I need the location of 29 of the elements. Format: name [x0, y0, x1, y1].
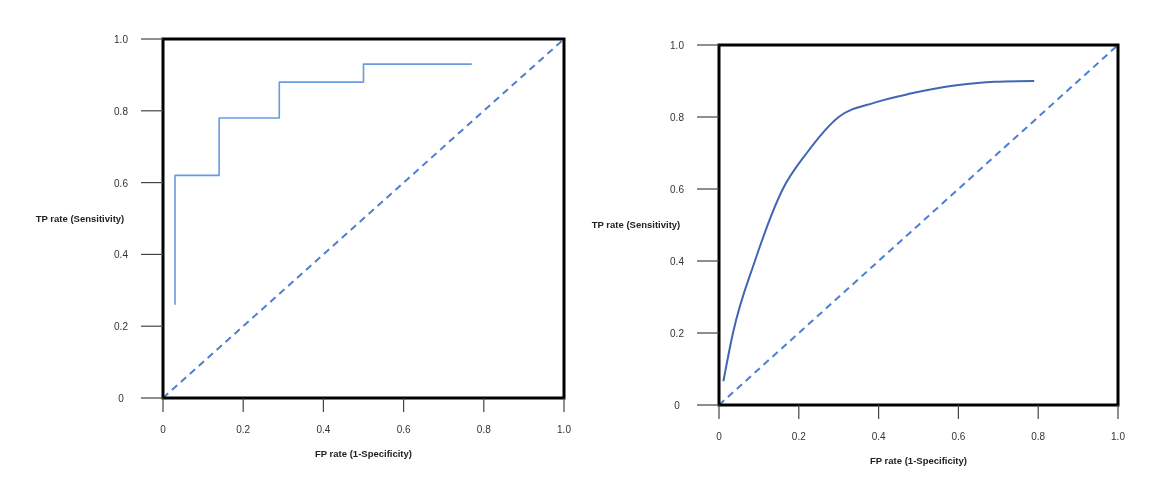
x-tick-label: 0.2: [236, 424, 251, 435]
x-tick-label: 0.4: [871, 431, 886, 442]
x-tick-label: 0.2: [791, 431, 807, 442]
y-tick-label: 0.6: [670, 184, 685, 195]
y-tick-label: 0.8: [670, 112, 685, 123]
x-tick-label: 0.4: [316, 424, 331, 435]
y-tick-label: 1.0: [114, 34, 129, 45]
x-tick-label: 0.8: [1031, 431, 1046, 442]
x-axis-title: FP rate (1-Specificity): [315, 448, 412, 459]
y-tick-label: 0.2: [670, 328, 685, 339]
y-tick-label: 0: [118, 393, 125, 404]
y-tick-label: 0.2: [114, 321, 129, 333]
x-tick-label: 0.6: [951, 431, 966, 442]
x-tick-label: 0: [160, 424, 167, 435]
x-axis-title: FP rate (1-Specificity): [870, 455, 967, 466]
x-tick-label: 0.6: [396, 424, 411, 435]
x-tick-label: 1.0: [1111, 431, 1126, 442]
y-tick-label: 0.4: [114, 249, 129, 261]
y-tick-label: 0.4: [670, 256, 685, 267]
y-axis-title: TP rate (Sensitivity): [591, 219, 681, 230]
y-axis-title: TP rate (Sensitivity): [35, 212, 125, 224]
y-tick-label: 0.8: [114, 105, 129, 117]
y-tick-label: 0.6: [114, 177, 129, 189]
x-tick-label: 1.0: [557, 424, 572, 435]
y-tick-label: 0: [674, 400, 681, 411]
x-tick-label: 0.8: [476, 424, 492, 435]
line-series: [722, 80, 1036, 383]
x-tick-label: 0: [716, 431, 723, 442]
y-tick-label: 1.0: [670, 40, 685, 51]
